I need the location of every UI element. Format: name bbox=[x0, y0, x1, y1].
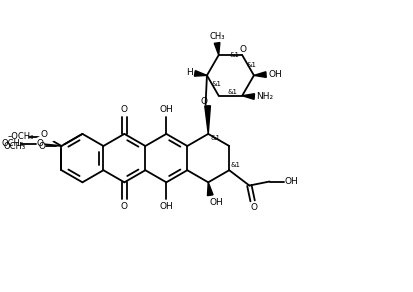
Text: O: O bbox=[121, 105, 128, 114]
Polygon shape bbox=[204, 106, 210, 134]
Text: OH: OH bbox=[159, 105, 173, 114]
Polygon shape bbox=[242, 94, 254, 99]
Text: &1: &1 bbox=[227, 90, 237, 95]
Text: O: O bbox=[121, 202, 128, 211]
Text: NH₂: NH₂ bbox=[255, 92, 272, 101]
Text: O: O bbox=[37, 140, 44, 149]
Text: OH: OH bbox=[159, 202, 173, 211]
Text: &1: &1 bbox=[210, 135, 220, 141]
Polygon shape bbox=[214, 43, 219, 55]
Text: O: O bbox=[40, 131, 47, 139]
Text: CH₃: CH₃ bbox=[209, 32, 224, 41]
Polygon shape bbox=[194, 71, 206, 76]
Text: OCH₃: OCH₃ bbox=[1, 140, 23, 149]
Text: &1: &1 bbox=[211, 81, 221, 86]
Text: OH: OH bbox=[267, 70, 281, 79]
Text: &1: &1 bbox=[229, 52, 239, 58]
Text: &1: &1 bbox=[246, 62, 256, 68]
Text: –OCH₃: –OCH₃ bbox=[7, 132, 33, 141]
Polygon shape bbox=[253, 72, 266, 77]
Text: &1: &1 bbox=[230, 162, 240, 168]
Text: OCH₃: OCH₃ bbox=[4, 142, 26, 150]
Text: O: O bbox=[250, 203, 257, 212]
Text: O: O bbox=[238, 44, 245, 53]
Text: OH: OH bbox=[283, 177, 297, 186]
Text: OH: OH bbox=[209, 198, 223, 207]
Text: H: H bbox=[185, 68, 192, 77]
Text: O: O bbox=[200, 97, 207, 106]
Text: O: O bbox=[38, 142, 45, 150]
Polygon shape bbox=[207, 182, 213, 196]
